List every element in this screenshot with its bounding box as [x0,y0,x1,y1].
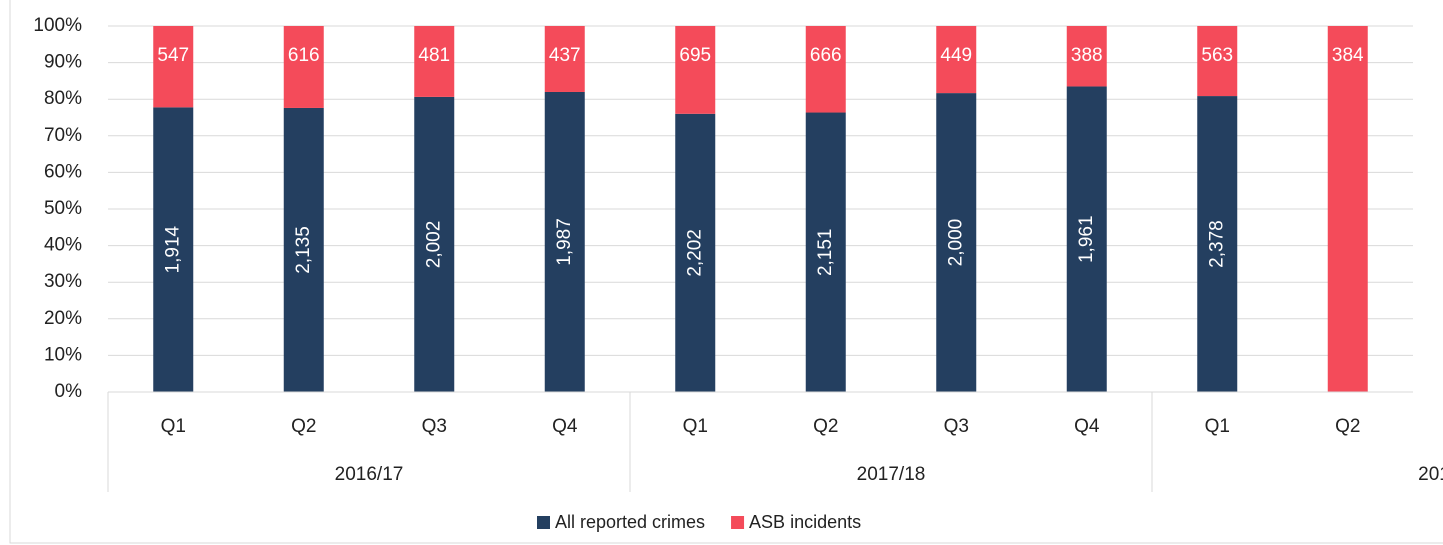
bar-segment [283,107,324,393]
bar-segment [675,113,716,392]
x-tick-label: Q4 [1074,416,1100,437]
bar-segment [283,26,324,108]
value-label: 437 [549,45,581,66]
x-tick-label: Q1 [1205,416,1230,437]
value-label: 1,987 [554,218,575,266]
bar-segment [1066,86,1107,393]
y-tick-label: 10% [44,344,82,365]
legend-swatch [731,516,745,529]
bar-segment [936,26,977,94]
value-label: 384 [1332,45,1364,66]
value-label: 2,000 [945,219,966,267]
x-tick-label: Q1 [683,416,708,437]
value-label: 2,151 [815,228,836,276]
x-tick-label: Q1 [161,416,186,437]
bar-segment [675,26,716,114]
chart-frame [9,0,1443,544]
legend-label: ASB incidents [749,512,861,532]
bar-segment [153,107,194,393]
y-tick-label: 30% [44,271,82,292]
y-tick-label: 60% [44,161,82,182]
bar-segment [1197,26,1238,97]
x-tick-label: Q4 [552,416,578,437]
y-tick-label: 100% [33,15,82,36]
y-tick-label: 0% [55,381,83,402]
y-tick-label: 80% [44,88,82,109]
x-tick-label: Q3 [944,416,969,437]
value-label: 449 [940,45,972,66]
value-label: 1,914 [162,225,183,273]
value-label: 1,961 [1076,215,1097,263]
value-label: 481 [418,45,450,66]
bar-segment [805,26,846,113]
x-tick-label: Q2 [291,416,316,437]
value-label: 666 [810,45,842,66]
y-tick-label: 90% [44,52,82,73]
x-tick-label: Q2 [1335,416,1360,437]
bar-segment [936,93,977,393]
value-label: 547 [157,45,189,66]
bar-segment [1327,26,1368,392]
bar-segment [1066,26,1107,87]
bar-segment [153,26,194,108]
group-label: 2016/17 [335,464,404,485]
bar-segment [544,91,585,393]
y-tick-label: 40% [44,235,82,256]
bar-segment [805,112,846,393]
bar-segment [544,26,585,92]
bar-segment [414,96,455,393]
x-tick-label: Q3 [422,416,447,437]
value-label: 2,378 [1206,220,1227,268]
x-tick-label: Q2 [813,416,838,437]
legend-label: All reported crimes [555,512,705,532]
y-tick-label: 50% [44,198,82,219]
y-tick-label: 20% [44,308,82,329]
value-label: 2,135 [293,226,314,274]
group-label: 2017/18 [857,464,926,485]
group-label: 2018/19 [1418,464,1443,485]
value-label: 2,002 [423,221,444,269]
y-tick-label: 70% [44,125,82,146]
value-label: 2,202 [684,229,705,277]
value-label: 563 [1201,45,1233,66]
bar-segment [1197,96,1238,392]
value-label: 616 [288,45,320,66]
legend-swatch [537,516,550,529]
bar-segment [414,26,455,97]
value-label: 695 [679,45,711,66]
value-label: 388 [1071,45,1103,66]
